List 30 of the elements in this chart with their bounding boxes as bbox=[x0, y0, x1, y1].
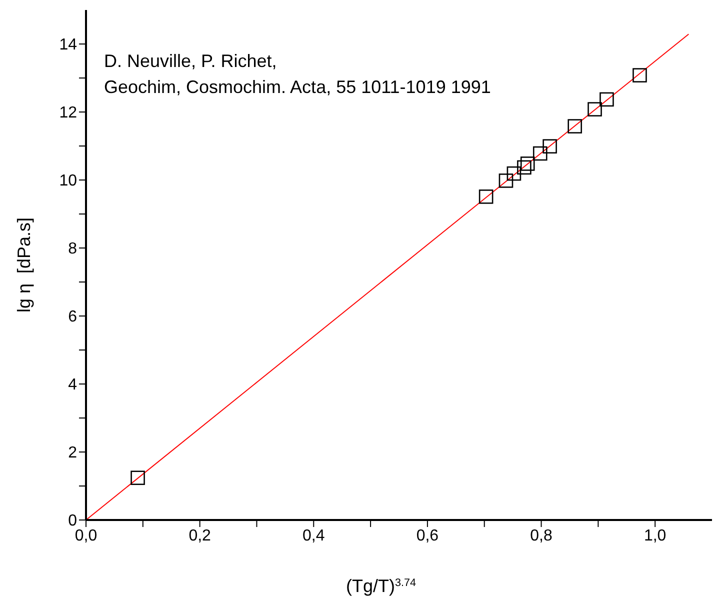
y-axis-title: lg η [dPa.s] bbox=[14, 217, 34, 313]
point bbox=[478, 190, 494, 204]
y-tick-label: 12 bbox=[59, 104, 78, 122]
x-tick-label: 0,8 bbox=[530, 527, 552, 544]
point bbox=[532, 146, 548, 161]
y-tick-label: 6 bbox=[68, 308, 78, 326]
point bbox=[542, 139, 557, 154]
y-tick-label: 4 bbox=[68, 376, 78, 394]
point bbox=[130, 470, 145, 485]
x-axis-title: (Tg/T)$^{3.74}$ bbox=[346, 576, 416, 596]
x-tick-label: 0,6 bbox=[416, 527, 439, 544]
x-tick-label: 1,0 bbox=[644, 527, 666, 544]
y-tick-label: 8 bbox=[68, 240, 78, 258]
x-tick-label: 0,2 bbox=[188, 527, 212, 544]
point bbox=[520, 156, 535, 171]
point bbox=[498, 174, 514, 188]
point bbox=[632, 68, 647, 82]
annotation: D. Neuville, P. Richet, bbox=[104, 50, 278, 73]
y-tick-label: 10 bbox=[59, 172, 78, 190]
point bbox=[568, 119, 582, 134]
x-tick-label: 0,4 bbox=[302, 527, 325, 544]
x-tick-label: 0,0 bbox=[74, 527, 98, 544]
y-tick-label: 2 bbox=[68, 444, 78, 462]
point bbox=[506, 166, 522, 181]
annotation: Geochim, Cosmochim. Acta, 55 1011-1019 1991 bbox=[104, 76, 491, 99]
point bbox=[517, 160, 532, 175]
point bbox=[588, 102, 602, 116]
y-tick-label: 0 bbox=[68, 512, 78, 530]
y-tick-label: 14 bbox=[59, 36, 78, 54]
point bbox=[600, 92, 614, 107]
